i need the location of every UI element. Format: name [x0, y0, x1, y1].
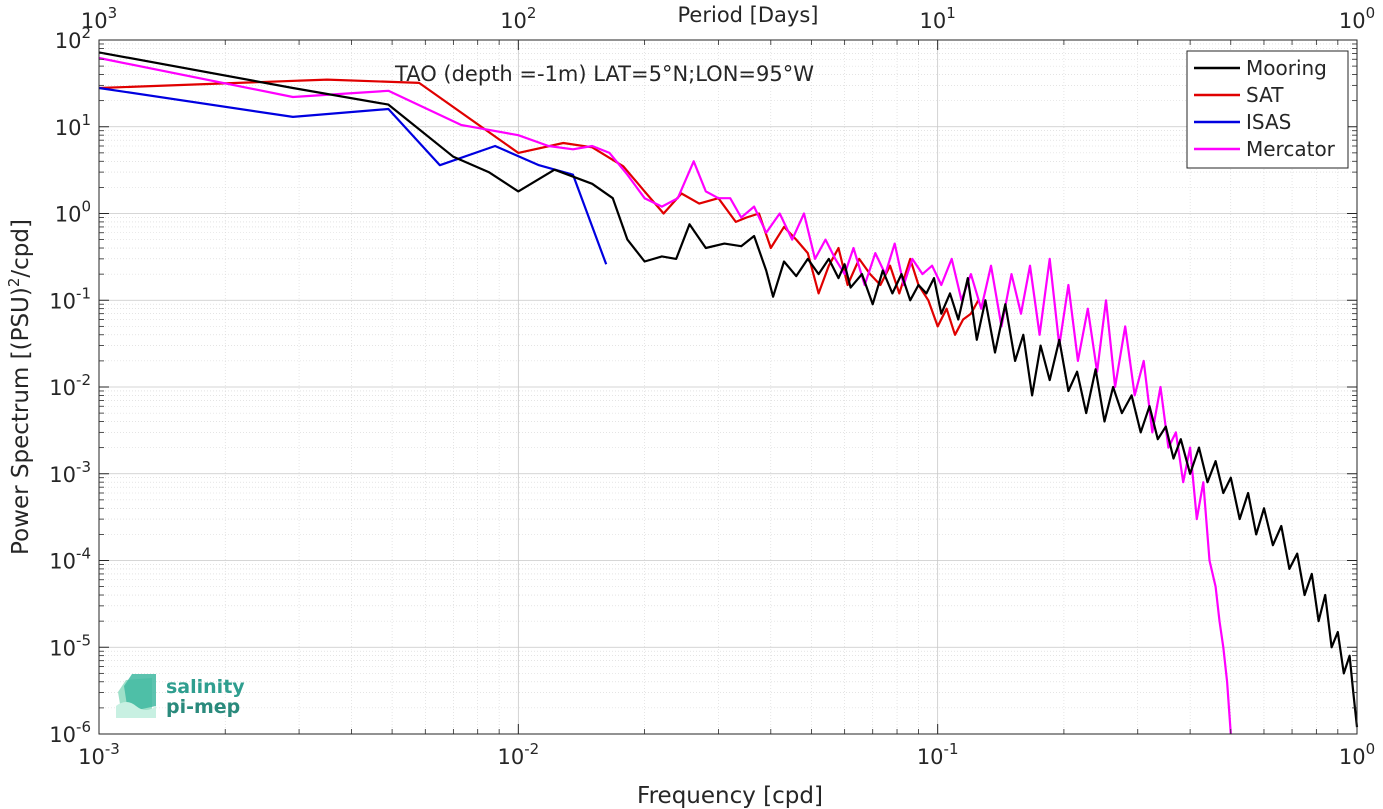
y-tick-label: 10-4: [49, 545, 91, 574]
y-tick-label: 10-2: [49, 371, 91, 400]
legend: Mooring SAT ISAS Mercator: [1186, 50, 1349, 169]
x-tick-label-exponent: 0: [1366, 740, 1376, 758]
y-tick-label-exponent: 0: [81, 198, 91, 216]
chart-title: TAO (depth =-1m) LAT=5°N;LON=95°W: [394, 62, 814, 86]
x-tick-label-base: 10: [1339, 745, 1366, 769]
y-tick-label-exponent: -2: [76, 371, 91, 389]
x-tick-label-base: 10: [78, 745, 105, 769]
y-tick-label: 10-3: [49, 458, 91, 487]
series-lines: [98, 51, 1359, 735]
y-tick-label-exponent: 1: [81, 111, 91, 129]
y-axis-label: Power Spectrum [(PSU)2/cpd]: [5, 219, 34, 555]
y-tick-label-base: 10: [55, 116, 82, 140]
series-line-sat: [98, 78, 980, 336]
y-tick-label-exponent: -3: [76, 458, 91, 476]
x2-tick-label: 100: [1339, 4, 1375, 33]
plot-frame: [98, 39, 1358, 735]
y-tick-label: 10-5: [49, 631, 91, 660]
x-tick-label-exponent: -2: [524, 740, 539, 758]
y-axis-label-tail: /cpd]: [8, 219, 34, 278]
x2-tick-label-base: 10: [81, 9, 108, 33]
x-tick-label-exponent: -3: [105, 740, 120, 758]
y-tick-label-base: 10: [49, 723, 76, 747]
x2-tick-labels: 103 102 101 100: [81, 4, 1375, 33]
y-axis-label-sup: 2: [5, 278, 23, 288]
x2-tick-label: 102: [500, 4, 536, 33]
x2-tick-label-base: 10: [500, 9, 527, 33]
y-tick-label-exponent: -6: [76, 718, 91, 736]
x2-tick-label-base: 10: [920, 9, 947, 33]
y-tick-label: 10-6: [49, 718, 91, 747]
x-tick-label: 10-2: [497, 740, 539, 769]
y-tick-label: 100: [55, 198, 91, 227]
x-tick-label-base: 10: [497, 745, 524, 769]
y-tick-label: 10-1: [49, 284, 91, 313]
y-tick-label-exponent: -4: [76, 545, 91, 563]
x2-axis-label: Period [Days]: [678, 3, 819, 27]
y-tick-label-base: 10: [55, 203, 82, 227]
legend-label-mercator: Mercator: [1246, 137, 1336, 161]
x-tick-label: 10-3: [78, 740, 120, 769]
x2-tick-label-base: 10: [1339, 9, 1366, 33]
y-tick-label-exponent: -5: [76, 631, 91, 649]
logo-wave-icon-3: [116, 702, 156, 718]
series-line-mooring: [98, 51, 1359, 728]
y-tick-label: 101: [55, 111, 91, 140]
series-line-mercator: [98, 56, 1232, 735]
x-tick-label-base: 10: [917, 745, 944, 769]
x2-tick-label: 103: [81, 4, 117, 33]
y-tick-label-base: 10: [49, 550, 76, 574]
x-tick-label-exponent: -1: [944, 740, 959, 758]
x2-tick-label-exponent: 3: [108, 4, 118, 22]
x-tick-label: 10-1: [917, 740, 959, 769]
x2-tick-label-exponent: 1: [946, 4, 956, 22]
y-tick-label-exponent: 2: [81, 24, 91, 42]
y-tick-label-base: 10: [49, 463, 76, 487]
x2-tick-label-exponent: 2: [527, 4, 537, 22]
x-tick-labels: 10-3 10-2 10-1 100: [78, 740, 1375, 769]
logo-text-line1: salinity: [166, 676, 245, 698]
x-axis-label: Frequency [cpd]: [637, 783, 823, 809]
logo-wave-icon-2: [124, 674, 156, 712]
y-tick-label-base: 10: [49, 289, 76, 313]
series-line-isas: [98, 86, 608, 265]
x-tick-label: 100: [1339, 740, 1375, 769]
legend-label-isas: ISAS: [1246, 110, 1291, 134]
legend-label-mooring: Mooring: [1246, 56, 1327, 80]
y-tick-label-base: 10: [55, 29, 82, 53]
pi-mep-logo: salinity pi-mep: [116, 674, 245, 718]
y-tick-label-base: 10: [49, 376, 76, 400]
y-axis-label-main: Power Spectrum [(PSU): [8, 287, 34, 555]
y-tick-label: 102: [55, 24, 91, 53]
x2-tick-label-exponent: 0: [1366, 4, 1376, 22]
logo-text-line2: pi-mep: [166, 696, 240, 718]
y-tick-label-exponent: -1: [76, 284, 91, 302]
y-tick-label-base: 10: [49, 636, 76, 660]
legend-label-sat: SAT: [1246, 83, 1284, 107]
x2-tick-label: 101: [920, 4, 956, 33]
